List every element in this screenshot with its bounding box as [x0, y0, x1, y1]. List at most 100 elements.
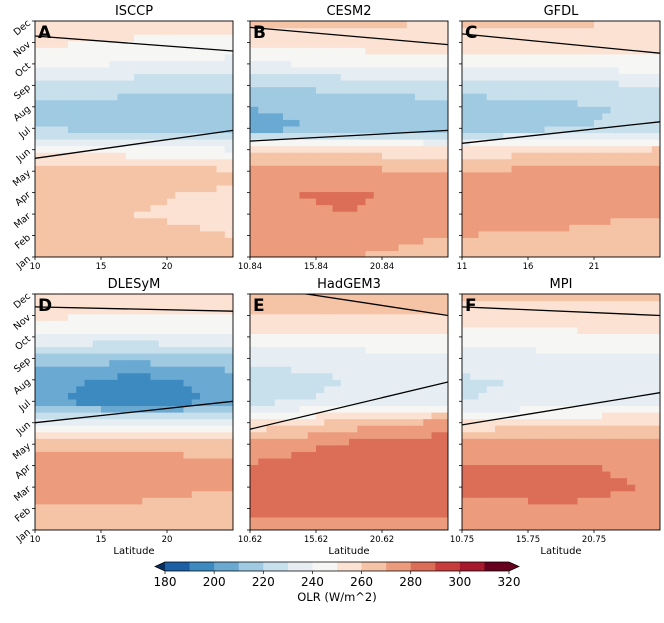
field-cell [552, 431, 562, 439]
field-cell [561, 398, 570, 407]
field-cell [470, 211, 480, 219]
field-cell [258, 217, 268, 225]
contour-line-260-2 [462, 33, 660, 54]
field-cell [365, 444, 375, 452]
field-cell [142, 516, 152, 525]
field-cell [84, 73, 94, 81]
field-cell [274, 99, 284, 107]
field-cell [536, 47, 546, 55]
field-cell [423, 339, 433, 348]
field-cell [536, 523, 546, 530]
field-cell [258, 250, 268, 257]
field-cell [134, 171, 143, 179]
field-cell [92, 366, 102, 374]
field-cell [142, 80, 152, 88]
field-cell [92, 333, 102, 341]
field-cell [495, 230, 504, 238]
field-cell [643, 510, 653, 518]
field-cell [382, 145, 391, 153]
field-cell [299, 152, 309, 160]
field-cell [117, 294, 127, 302]
field-cell [208, 372, 218, 380]
field-cell [191, 333, 201, 341]
field-cell [643, 60, 653, 68]
panel-title: CESM2 [326, 4, 371, 19]
field-cell [423, 366, 433, 374]
field-cell [109, 346, 119, 354]
field-cell [470, 250, 480, 257]
field-cell [519, 204, 529, 212]
field-cell [84, 125, 94, 134]
field-cell [431, 379, 441, 387]
field-cell [258, 503, 268, 511]
field-cell [258, 339, 268, 348]
field-cell [84, 294, 94, 302]
field-cell [618, 73, 628, 81]
field-cell [117, 27, 127, 35]
field-cell [365, 145, 375, 153]
field-cell [585, 237, 595, 245]
field-cell [577, 40, 587, 48]
field-cell [431, 184, 441, 193]
field-cell [561, 158, 570, 166]
field-cell [299, 224, 309, 232]
field-cell [569, 132, 579, 140]
field-cell [68, 178, 77, 186]
panel-frame [34, 20, 234, 258]
field-cell [643, 152, 653, 160]
field-cell [627, 224, 636, 232]
field-cell [266, 145, 276, 153]
field-cell [585, 523, 595, 530]
field-cell [274, 457, 284, 466]
field-cell [382, 34, 391, 42]
field-cell [291, 80, 301, 88]
field-cell [191, 497, 201, 505]
field-cell [59, 139, 69, 147]
field-cell [486, 385, 496, 393]
field-cell [224, 523, 233, 530]
field-cell [635, 53, 645, 61]
field-cell [552, 191, 562, 199]
field-cell [561, 139, 570, 147]
field-cell [266, 307, 276, 315]
field-cell [594, 21, 603, 29]
field-cell [191, 106, 201, 114]
field-cell [340, 145, 350, 153]
field-cell [643, 438, 653, 446]
field-cell [544, 490, 554, 498]
field-cell [125, 27, 135, 35]
field-cell [200, 93, 209, 101]
field-cell [406, 230, 416, 238]
field-cell [618, 66, 628, 75]
field-cell [224, 184, 233, 193]
field-cell [150, 60, 160, 68]
field-cell [51, 171, 61, 179]
field-cell [495, 152, 504, 160]
field-cell [627, 93, 636, 101]
field-cell [423, 418, 433, 426]
field-cell [528, 139, 537, 147]
field-cell [142, 510, 152, 518]
field-cell [101, 346, 110, 354]
field-cell [68, 412, 77, 420]
field-cell [266, 184, 276, 193]
field-cell [398, 471, 408, 479]
field-cell [577, 484, 587, 492]
field-cell [495, 145, 504, 153]
field-cell [635, 230, 645, 238]
field-cell [431, 211, 441, 219]
field-cell [142, 372, 152, 380]
field-cell [134, 320, 143, 328]
field-cell [150, 165, 160, 173]
field-cell [423, 112, 433, 120]
field-cell [142, 405, 152, 413]
field-cell [200, 125, 209, 134]
field-cell [92, 106, 102, 114]
field-cell [627, 40, 636, 48]
field-cell [167, 379, 176, 387]
field-cell [191, 125, 201, 134]
field-cell [569, 53, 579, 61]
field-cell [332, 40, 342, 48]
field-cell [43, 379, 53, 387]
field-cell [109, 464, 119, 472]
